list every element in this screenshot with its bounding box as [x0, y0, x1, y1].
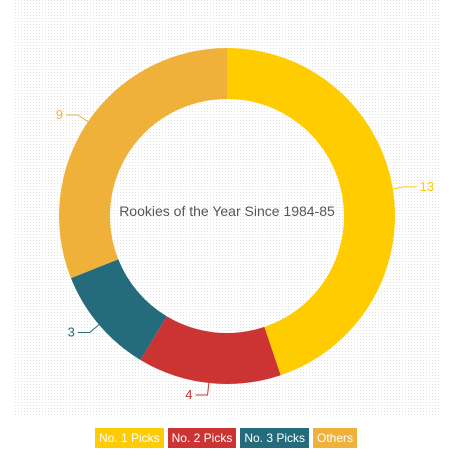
leader-line-no2-picks	[195, 382, 210, 396]
data-label-no2-picks: 4	[185, 387, 192, 402]
leader-line-no3-picks	[77, 324, 100, 334]
legend-item-others[interactable]: Others	[313, 428, 358, 448]
chart-label-leaders	[66, 114, 417, 396]
data-label-no1-picks: 13	[420, 179, 434, 194]
slice-no3-picks[interactable]	[70, 259, 167, 360]
legend-item-no2-picks[interactable]: No. 2 Picks	[167, 428, 237, 448]
data-label-no3-picks: 3	[68, 325, 75, 340]
slice-no2-picks[interactable]	[140, 316, 281, 384]
slice-others[interactable]	[58, 48, 228, 279]
chart-title: Rookies of the Year Since 1984-85	[119, 203, 335, 219]
slice-no1-picks[interactable]	[227, 48, 396, 376]
leader-line-no1-picks	[392, 186, 417, 190]
leader-line-others	[66, 114, 89, 123]
chart-slices	[58, 48, 396, 384]
legend-item-no3-picks[interactable]: No. 3 Picks	[240, 428, 310, 448]
data-label-others: 9	[56, 107, 63, 122]
chart-data-labels: 13 4 3 9	[56, 107, 434, 402]
chart-legend: No. 1 Picks No. 2 Picks No. 3 Picks Othe…	[0, 428, 452, 450]
legend-item-no1-picks[interactable]: No. 1 Picks	[94, 428, 164, 448]
